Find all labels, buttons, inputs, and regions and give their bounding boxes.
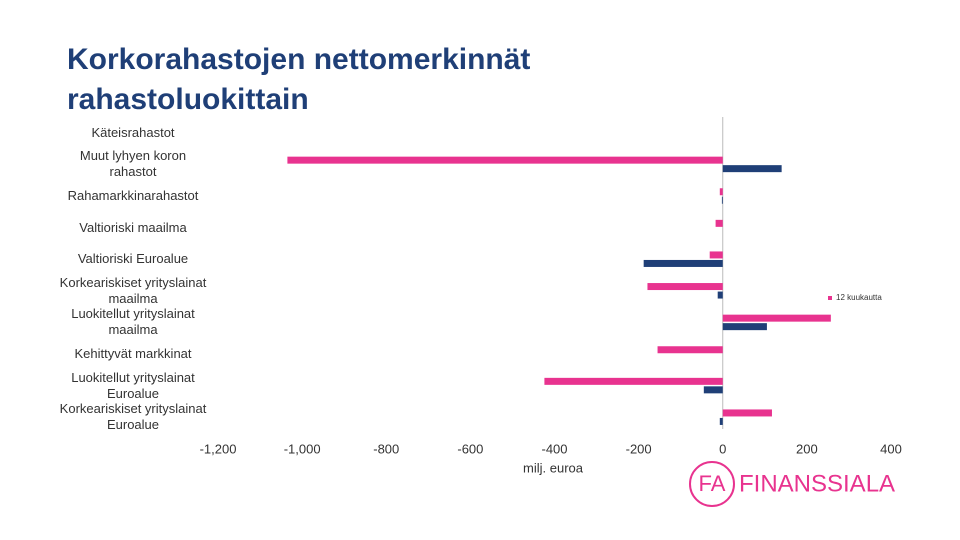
- logo-circle: [689, 461, 735, 507]
- bar: [722, 314, 831, 322]
- legend-label: 12 kuukautta: [836, 293, 882, 302]
- category-label: Korkeariskiset yrityslainat Euroalue: [59, 401, 207, 433]
- category-label: Muut lyhyen koron rahastot: [79, 148, 187, 180]
- x-tick-label: -1,000: [284, 441, 321, 456]
- bar: [647, 283, 723, 291]
- chart-title: Korkorahastojen nettomerkinnät rahastolu…: [67, 43, 531, 116]
- x-tick-label: -200: [626, 441, 652, 456]
- bar: [709, 251, 723, 259]
- category-label: Käteisrahastot: [91, 124, 175, 140]
- category-label: Luokitellut yrityslainat maailma: [71, 306, 195, 338]
- bar: [721, 196, 723, 204]
- logo-text: FINANSSIALA: [739, 470, 895, 497]
- bar: [722, 323, 767, 331]
- category-label: Kehittyvät markkinat: [74, 346, 192, 361]
- bar: [544, 377, 723, 385]
- bar: [643, 259, 723, 267]
- x-tick-label: 400: [880, 441, 902, 456]
- category-label: Valtioriski Euroalue: [77, 251, 189, 267]
- bar: [657, 346, 723, 354]
- x-tick-label: 0: [719, 441, 726, 456]
- x-tick-label: -400: [541, 441, 567, 456]
- category-label: Rahamarkkinarahastot: [67, 188, 199, 203]
- x-tick-label: 200: [796, 441, 818, 456]
- x-axis-label: milj. euroa: [523, 460, 584, 475]
- bar: [703, 386, 723, 394]
- category-label: Luokitellut yrityslainat Euroalue: [71, 369, 195, 401]
- logo-mark: FA: [699, 471, 726, 496]
- bar: [722, 409, 772, 417]
- x-tick-label: -600: [457, 441, 483, 456]
- bar: [719, 188, 723, 196]
- x-tick-label: -1,200: [200, 441, 237, 456]
- bar: [722, 165, 782, 173]
- category-label: Valtioriski maailma: [79, 219, 187, 235]
- x-tick-label: -800: [373, 441, 399, 456]
- bar: [287, 156, 723, 164]
- legend-swatch: [828, 296, 832, 300]
- bar: [719, 417, 723, 425]
- bar: [717, 291, 723, 299]
- category-label: Korkeariskiset yrityslainat maailma: [59, 274, 207, 306]
- bar: [715, 219, 723, 227]
